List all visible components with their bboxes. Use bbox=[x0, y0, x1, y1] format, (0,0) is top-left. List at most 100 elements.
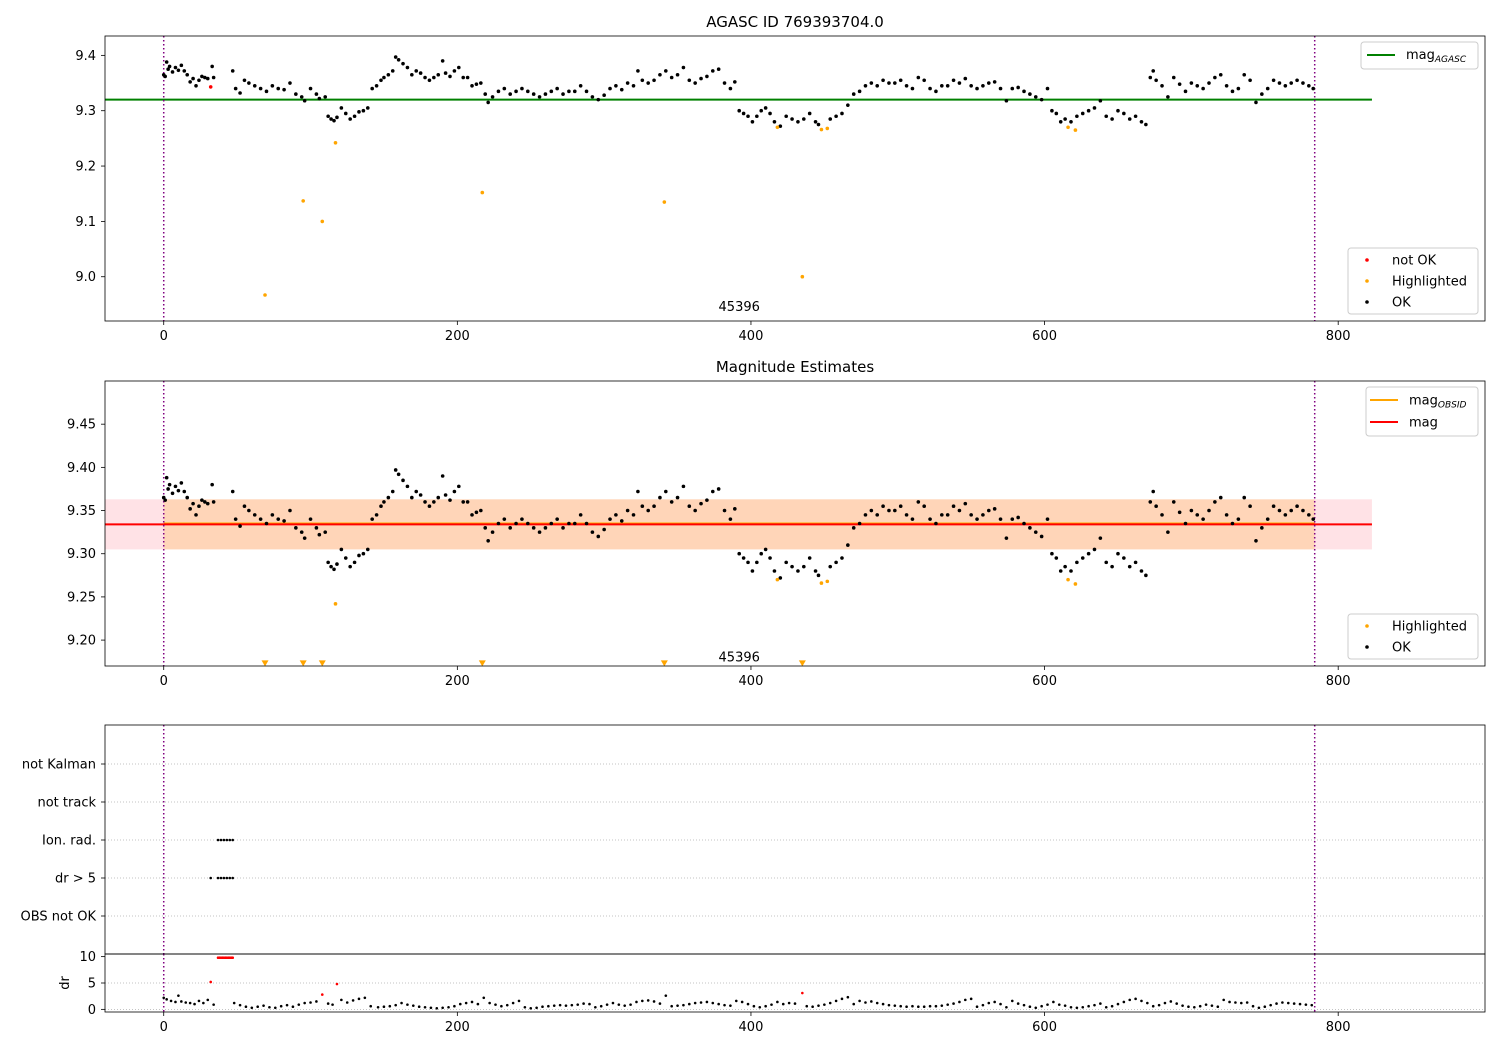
data-point bbox=[951, 78, 956, 83]
triangle-point bbox=[299, 660, 307, 667]
data-point bbox=[1177, 510, 1182, 515]
data-point bbox=[273, 1006, 277, 1010]
data-point bbox=[605, 1003, 609, 1006]
data-point bbox=[1301, 508, 1305, 513]
data-point bbox=[1073, 128, 1078, 132]
data-point bbox=[819, 127, 824, 132]
panel2-ytick-label: 9.35 bbox=[67, 504, 96, 519]
data-point bbox=[722, 81, 727, 85]
data-point bbox=[386, 72, 391, 77]
data-point bbox=[576, 1003, 580, 1006]
data-point bbox=[825, 579, 830, 584]
data-point bbox=[231, 956, 235, 959]
data-point bbox=[162, 996, 166, 1000]
data-point bbox=[332, 567, 336, 572]
data-point bbox=[1245, 1001, 1249, 1004]
data-point bbox=[975, 517, 979, 521]
data-point bbox=[1207, 508, 1211, 513]
flag-point bbox=[209, 876, 213, 880]
data-point bbox=[332, 118, 336, 123]
data-point bbox=[474, 510, 479, 515]
data-point bbox=[1242, 72, 1247, 77]
flag-point bbox=[231, 838, 235, 842]
data-point bbox=[340, 998, 343, 1002]
data-point bbox=[212, 1003, 215, 1006]
data-point bbox=[345, 1001, 349, 1004]
data-point bbox=[320, 993, 324, 996]
data-point bbox=[875, 84, 880, 88]
data-point bbox=[1310, 1003, 1314, 1007]
data-point bbox=[294, 92, 298, 96]
data-point bbox=[999, 1002, 1002, 1006]
data-point bbox=[784, 114, 788, 119]
data-point bbox=[232, 1001, 236, 1005]
data-point bbox=[480, 190, 485, 195]
data-point bbox=[790, 117, 794, 121]
data-point bbox=[796, 119, 800, 124]
flag-points bbox=[209, 876, 235, 880]
data-point bbox=[596, 534, 601, 539]
data-point bbox=[619, 87, 624, 92]
data-point bbox=[998, 86, 1003, 91]
data-point bbox=[796, 569, 800, 573]
data-point bbox=[658, 1002, 662, 1005]
data-point bbox=[1210, 1004, 1214, 1007]
data-point bbox=[846, 995, 850, 999]
panel1-frame bbox=[104, 35, 1486, 322]
data-point bbox=[710, 69, 715, 73]
data-point bbox=[443, 71, 448, 75]
data-point bbox=[851, 92, 856, 96]
data-point bbox=[270, 84, 275, 88]
data-point bbox=[552, 1004, 556, 1007]
panel2-frame bbox=[104, 380, 1486, 667]
data-point bbox=[1052, 1000, 1055, 1004]
data-point bbox=[787, 1001, 791, 1005]
data-point bbox=[590, 95, 595, 99]
data-point bbox=[500, 1004, 503, 1008]
data-point bbox=[423, 75, 427, 80]
panel1-ytick-label: 9.4 bbox=[75, 49, 96, 64]
data-point bbox=[173, 484, 178, 489]
legend-label-sub: OBSID bbox=[1438, 401, 1467, 411]
data-point bbox=[1028, 92, 1032, 96]
data-point bbox=[881, 504, 885, 509]
data-point bbox=[1189, 81, 1194, 85]
data-point bbox=[203, 75, 207, 80]
data-point bbox=[733, 80, 737, 84]
data-point bbox=[969, 84, 973, 88]
data-point bbox=[1148, 500, 1153, 504]
data-point bbox=[1222, 998, 1225, 1002]
data-point bbox=[264, 89, 269, 94]
data-point bbox=[410, 72, 414, 77]
data-point bbox=[641, 999, 644, 1003]
data-point bbox=[594, 1005, 597, 1009]
data-point bbox=[326, 114, 330, 119]
data-point bbox=[386, 495, 391, 500]
data-point bbox=[206, 998, 210, 1002]
data-point bbox=[262, 1004, 265, 1007]
data-point bbox=[555, 86, 559, 91]
data-point bbox=[369, 1004, 373, 1008]
data-point bbox=[1122, 1000, 1126, 1004]
data-point bbox=[981, 84, 985, 88]
data-point bbox=[1133, 560, 1138, 565]
data-point bbox=[922, 78, 926, 83]
panel2-ytick-label: 9.40 bbox=[67, 461, 96, 476]
data-point bbox=[1050, 108, 1054, 113]
data-point bbox=[662, 200, 667, 204]
data-point bbox=[169, 999, 173, 1003]
data-point bbox=[828, 117, 833, 121]
data-point bbox=[357, 110, 361, 114]
data-point bbox=[578, 513, 583, 517]
data-point bbox=[846, 103, 850, 107]
data-point bbox=[490, 530, 495, 534]
data-point bbox=[1154, 78, 1158, 83]
panel1-ytick-label: 9.0 bbox=[75, 270, 96, 285]
panel1-xtick-label: 200 bbox=[445, 329, 470, 344]
data-point bbox=[1163, 1001, 1167, 1005]
legend-label: not OK bbox=[1392, 254, 1437, 269]
data-point bbox=[370, 86, 374, 91]
data-point bbox=[1122, 556, 1126, 560]
data-point bbox=[326, 1002, 330, 1005]
panel2-highlighted-below-range- bbox=[261, 660, 806, 667]
